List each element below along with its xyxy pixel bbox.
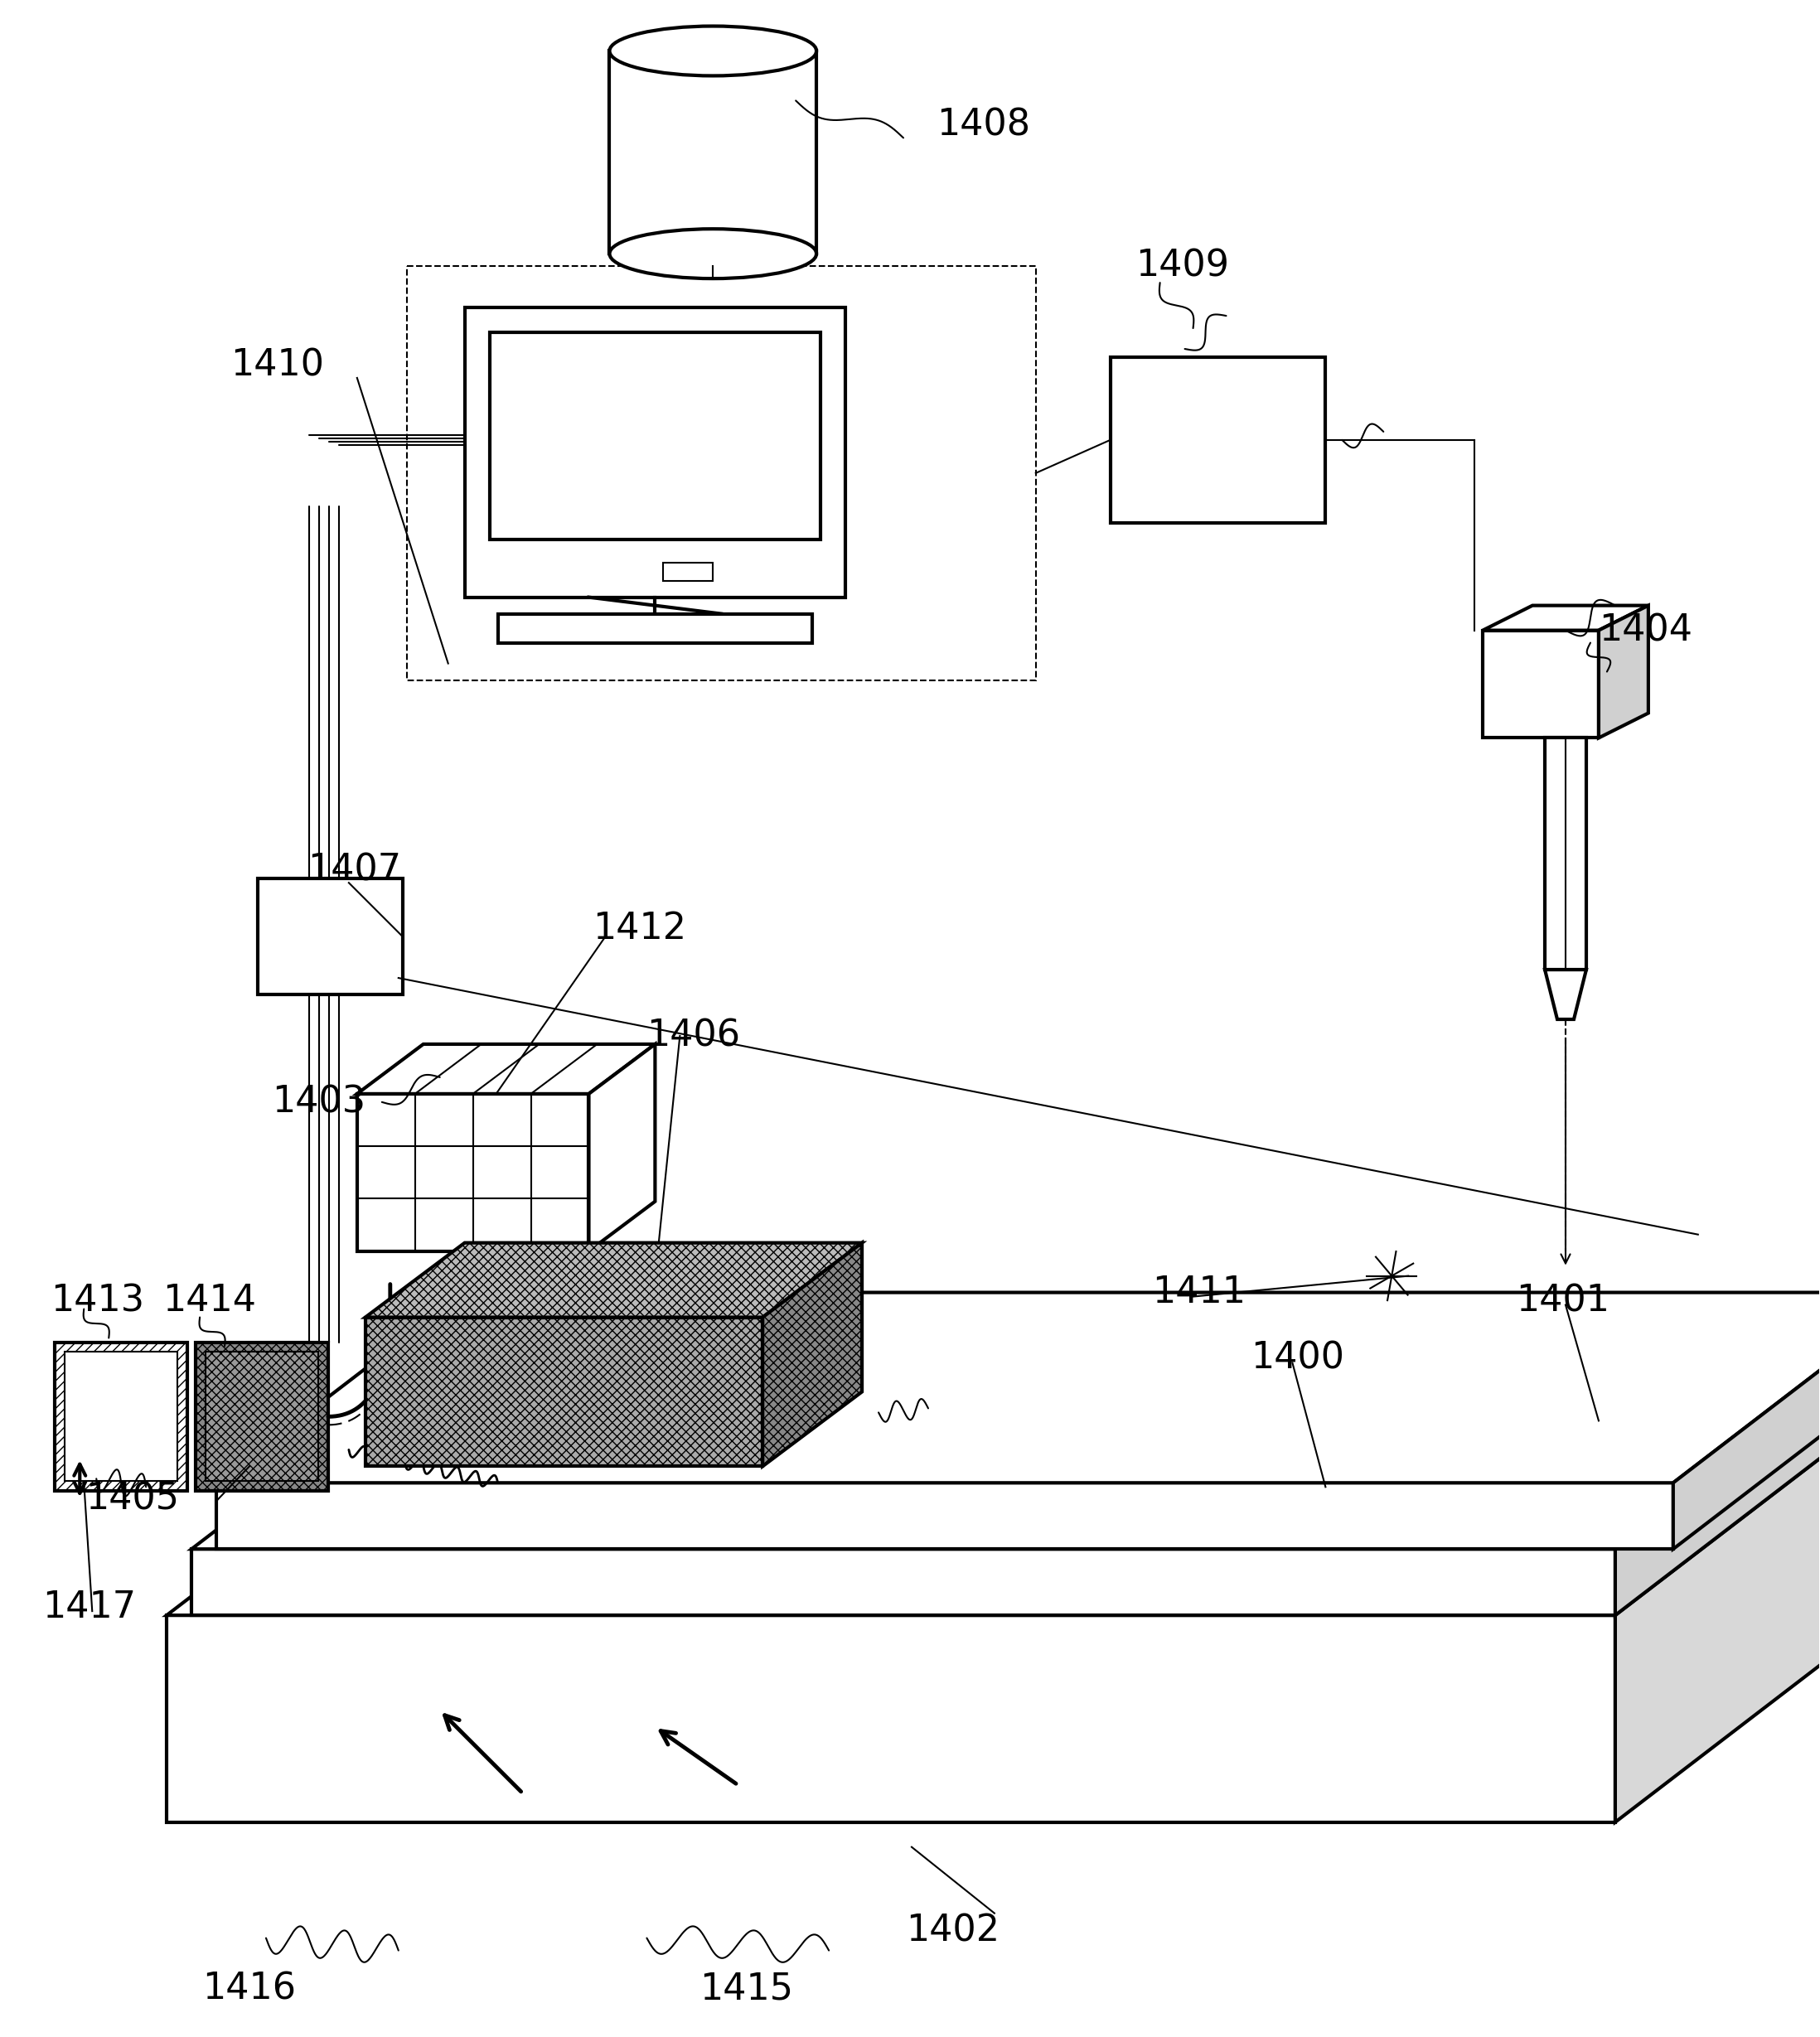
Polygon shape — [1483, 629, 1598, 737]
Text: 1404: 1404 — [1598, 613, 1693, 648]
Polygon shape — [357, 1045, 655, 1094]
Polygon shape — [1614, 1426, 1820, 1823]
Text: 1408: 1408 — [937, 108, 1030, 143]
Polygon shape — [1483, 605, 1649, 629]
Bar — [464, 308, 846, 597]
Text: 1403: 1403 — [271, 1084, 366, 1120]
Polygon shape — [1545, 970, 1587, 1018]
Text: 1400: 1400 — [1250, 1340, 1345, 1377]
Polygon shape — [1614, 1359, 1820, 1615]
Text: 1415: 1415 — [699, 1972, 794, 2006]
Text: 1413: 1413 — [51, 1283, 144, 1318]
Text: 1416: 1416 — [202, 1972, 297, 2006]
Bar — [499, 613, 812, 644]
Bar — [66, 1353, 178, 1481]
Circle shape — [621, 562, 641, 583]
Text: 1409: 1409 — [1136, 249, 1229, 283]
Ellipse shape — [610, 228, 817, 279]
Text: 1414: 1414 — [162, 1283, 257, 1318]
Polygon shape — [167, 1615, 1614, 1823]
Bar — [406, 267, 1036, 680]
Polygon shape — [366, 1318, 763, 1467]
Text: 1411: 1411 — [1152, 1275, 1245, 1310]
Text: 1405: 1405 — [86, 1481, 178, 1518]
Ellipse shape — [610, 26, 817, 75]
Text: 1410: 1410 — [231, 348, 324, 383]
Bar — [490, 332, 821, 540]
Bar — [662, 562, 713, 581]
Bar — [1110, 356, 1325, 524]
Text: 1402: 1402 — [906, 1913, 999, 1949]
Polygon shape — [191, 1359, 1820, 1548]
Bar — [206, 1353, 318, 1481]
Text: 1406: 1406 — [646, 1018, 741, 1053]
Polygon shape — [357, 1094, 590, 1251]
Text: 1407: 1407 — [308, 854, 400, 888]
Polygon shape — [1598, 605, 1649, 737]
Text: 1401: 1401 — [1516, 1283, 1609, 1318]
Polygon shape — [763, 1243, 863, 1467]
Bar — [55, 1342, 187, 1491]
Text: 1412: 1412 — [593, 911, 686, 945]
Bar — [197, 1342, 328, 1491]
Text: 1417: 1417 — [42, 1589, 136, 1626]
Polygon shape — [191, 1548, 1614, 1615]
Polygon shape — [217, 1291, 1820, 1483]
Bar — [258, 878, 402, 994]
Polygon shape — [167, 1426, 1820, 1615]
Polygon shape — [366, 1243, 863, 1318]
Bar — [1545, 737, 1587, 970]
Polygon shape — [1673, 1291, 1820, 1548]
Polygon shape — [217, 1483, 1673, 1548]
Polygon shape — [590, 1045, 655, 1251]
